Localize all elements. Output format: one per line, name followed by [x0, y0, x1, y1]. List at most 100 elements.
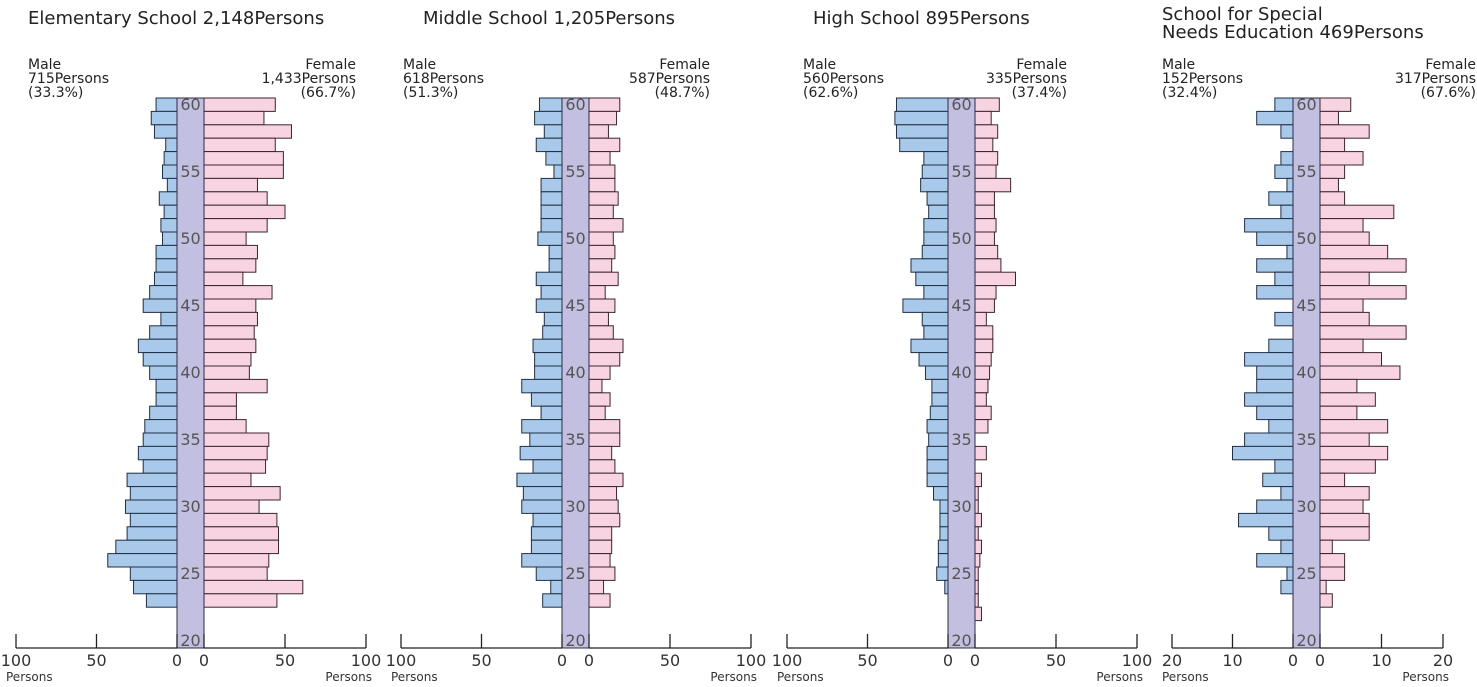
- male-bar: [923, 231, 949, 246]
- male-bar: [126, 526, 178, 541]
- female-bar: [203, 459, 267, 474]
- male-bar: [1256, 231, 1294, 246]
- female-header: Female 317Persons (67.6%): [1394, 57, 1476, 101]
- female-bar: [1319, 593, 1333, 608]
- female-bar: [974, 164, 997, 179]
- male-bar: [129, 566, 178, 581]
- male-header: Male 152Persons (32.4%): [1162, 57, 1244, 101]
- age-label: 60: [180, 95, 200, 114]
- female-header: Female 587Persons (48.7%): [628, 57, 710, 101]
- female-bar: [203, 325, 255, 340]
- female-bar: [1319, 352, 1382, 367]
- female-bar: [1319, 512, 1370, 528]
- female-bar: [588, 526, 613, 541]
- female-bar: [588, 191, 619, 206]
- x-tick-label: 100: [1, 651, 32, 670]
- female-bar: [1319, 419, 1389, 434]
- female-bar: [1319, 191, 1346, 206]
- female-bar: [1319, 365, 1401, 380]
- male-bar: [534, 352, 563, 367]
- male-bar: [910, 338, 949, 354]
- male-bar: [535, 271, 563, 287]
- female-bar: [588, 365, 611, 380]
- x-tick-label: 0: [584, 651, 594, 670]
- female-bar: [588, 325, 614, 340]
- male-bar: [142, 432, 178, 447]
- female-bar: [203, 285, 273, 300]
- male-bar: [155, 392, 178, 407]
- male-bar: [543, 311, 563, 327]
- panel-title: High School 895Persons: [813, 8, 1030, 29]
- female-bar: [588, 499, 619, 514]
- female-bar: [588, 137, 621, 153]
- female-bar: [974, 97, 1000, 112]
- male-bar: [899, 137, 949, 153]
- x-tick-label: 20: [1162, 651, 1182, 670]
- male-bar: [923, 151, 949, 166]
- x-unit-left: Persons: [1162, 670, 1209, 684]
- female-bar: [1319, 405, 1358, 421]
- female-bar: [588, 472, 624, 488]
- female-bar: [203, 499, 260, 514]
- age-label: 30: [565, 497, 585, 516]
- male-bar: [931, 378, 949, 394]
- male-bar: [155, 97, 178, 112]
- male-bar: [535, 298, 563, 313]
- age-label: 55: [565, 162, 585, 181]
- female-bar: [588, 539, 613, 555]
- female-bar: [588, 285, 606, 300]
- age-label: 45: [951, 296, 971, 315]
- age-label: 30: [180, 497, 200, 516]
- male-bar: [1286, 566, 1294, 581]
- female-bar: [588, 405, 606, 421]
- pyramid-high: High School 895Persons Male 560Persons (…: [771, 0, 1153, 687]
- male-bar: [1256, 110, 1294, 126]
- male-bar: [923, 218, 949, 233]
- male-bar: [534, 365, 563, 380]
- male-bar: [137, 338, 178, 354]
- female-bar: [1319, 325, 1407, 340]
- male-bar: [926, 419, 949, 434]
- age-label: 40: [1296, 363, 1316, 382]
- female-bar: [974, 311, 987, 327]
- female-bar: [588, 432, 621, 447]
- female-bar: [588, 566, 616, 581]
- male-bar: [894, 110, 949, 126]
- female-bar: [588, 311, 609, 327]
- female-bar: [203, 378, 268, 394]
- male-bar: [1244, 218, 1294, 233]
- female-bar: [974, 606, 982, 622]
- male-bar: [165, 137, 178, 153]
- female-bar: [203, 231, 247, 246]
- age-label: 20: [180, 631, 200, 650]
- male-bar: [532, 512, 563, 528]
- male-bar: [895, 97, 949, 112]
- female-bar: [1319, 298, 1364, 313]
- panel-title: Middle School 1,205Persons: [423, 8, 676, 29]
- female-bar: [1319, 218, 1364, 233]
- pyramid-middle: Middle School 1,205Persons Male 618Perso…: [385, 0, 767, 687]
- male-bar: [166, 177, 178, 193]
- female-bar: [203, 512, 278, 528]
- male-bar: [918, 352, 949, 367]
- female-bar: [1319, 204, 1395, 220]
- male-bar: [126, 472, 178, 488]
- female-bar: [1319, 579, 1327, 595]
- male-bar: [155, 378, 178, 394]
- male-bar: [540, 218, 563, 233]
- female-bar: [974, 378, 989, 394]
- male-bar: [133, 579, 178, 595]
- female-bar: [1319, 151, 1364, 166]
- male-bar: [540, 405, 563, 421]
- female-bar: [588, 177, 616, 193]
- female-bar: [588, 392, 611, 407]
- female-bar: [588, 151, 611, 166]
- female-bar: [203, 258, 257, 273]
- female-bar: [974, 445, 987, 461]
- female-bar: [1319, 311, 1370, 327]
- age-label: 20: [1296, 631, 1316, 650]
- female-bar: [203, 526, 280, 541]
- female-bar: [203, 110, 265, 126]
